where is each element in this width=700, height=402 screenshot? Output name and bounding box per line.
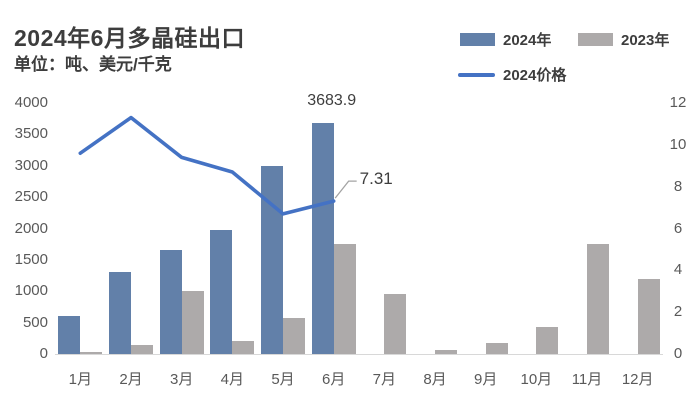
y-left-tick-500: 500 [22, 313, 48, 331]
y-left-tick-1500: 1500 [14, 250, 48, 268]
y-left-tick-4000: 4000 [14, 94, 48, 111]
y-left-tick-2000: 2000 [14, 219, 48, 237]
bar-2023年-12月 [637, 278, 660, 354]
chart-subtitle: 单位：吨、美元/千克 [14, 55, 172, 74]
y-right-tick-6: 6 [673, 219, 683, 237]
legend-item-2024-bars: 2024年 [460, 29, 551, 50]
x-label-11月: 11月 [571, 371, 603, 388]
bar-2023年-1月 [80, 352, 103, 354]
price-line-2024 [78, 115, 336, 216]
bar-2023年-11月 [587, 244, 609, 354]
data-label-7.31: 7.31 [359, 169, 393, 189]
y-right-tick-12: 12 [669, 94, 687, 111]
y-left-tick-0: 0 [39, 345, 48, 362]
bar-2023年-4月 [232, 340, 255, 354]
y-right-tick-8: 8 [673, 177, 683, 195]
legend-swatch-2024 [460, 33, 495, 46]
legend-item-price-line: 2024价格 [458, 64, 566, 85]
bar-2024年-1月 [58, 316, 81, 354]
bar-2023年-2月 [131, 344, 153, 354]
bar-2024年-5月 [261, 166, 283, 354]
bar-2023年-8月 [435, 349, 457, 354]
y-left-tick-3500: 3500 [14, 125, 48, 143]
x-label-2月: 2月 [119, 371, 143, 388]
bar-2023年-6月 [333, 243, 356, 354]
bar-2023年-3月 [181, 291, 204, 354]
y-left-tick-2500: 2500 [14, 188, 48, 206]
legend-item-2023-bars: 2023年 [578, 29, 669, 50]
x-label-8月: 8月 [423, 371, 447, 388]
legend-label-2024: 2024年 [503, 32, 552, 49]
legend-label-price: 2024价格 [503, 67, 567, 84]
x-label-5月: 5月 [271, 371, 295, 388]
y-right-tick-0: 0 [673, 345, 683, 362]
x-label-10月: 10月 [520, 371, 553, 388]
bar-2024年-6月 [311, 122, 334, 354]
y-left-tick-3000: 3000 [14, 156, 48, 174]
legend-label-2023: 2023年 [621, 32, 670, 49]
bar-2023年-9月 [485, 342, 508, 354]
bar-2023年-7月 [384, 294, 407, 354]
y-left-tick-1000: 1000 [14, 282, 48, 300]
bar-2023年-5月 [283, 317, 305, 354]
x-label-9月: 9月 [473, 371, 498, 388]
x-label-12月: 12月 [621, 371, 654, 388]
x-label-1月: 1月 [68, 371, 92, 388]
chart-title: 2024年6月多晶硅出口 [14, 25, 245, 51]
data-label-3683.9: 3683.9 [307, 92, 357, 109]
x-label-6月: 6月 [321, 371, 346, 388]
legend-swatch-2023 [578, 33, 613, 46]
x-label-7月: 7月 [372, 371, 396, 388]
callout-connector-line [334, 180, 357, 199]
bar-2024年-2月 [109, 272, 131, 354]
y-right-tick-2: 2 [673, 303, 683, 321]
y-right-tick-10: 10 [669, 135, 687, 153]
bar-2023年-10月 [536, 327, 559, 354]
bar-2024年-4月 [210, 230, 233, 354]
bar-2024年-3月 [159, 249, 182, 354]
y-right-tick-4: 4 [673, 261, 683, 279]
x-label-4月: 4月 [220, 371, 244, 388]
x-axis-line [55, 354, 663, 355]
legend-line-swatch-price [458, 72, 495, 77]
x-label-3月: 3月 [169, 371, 194, 388]
